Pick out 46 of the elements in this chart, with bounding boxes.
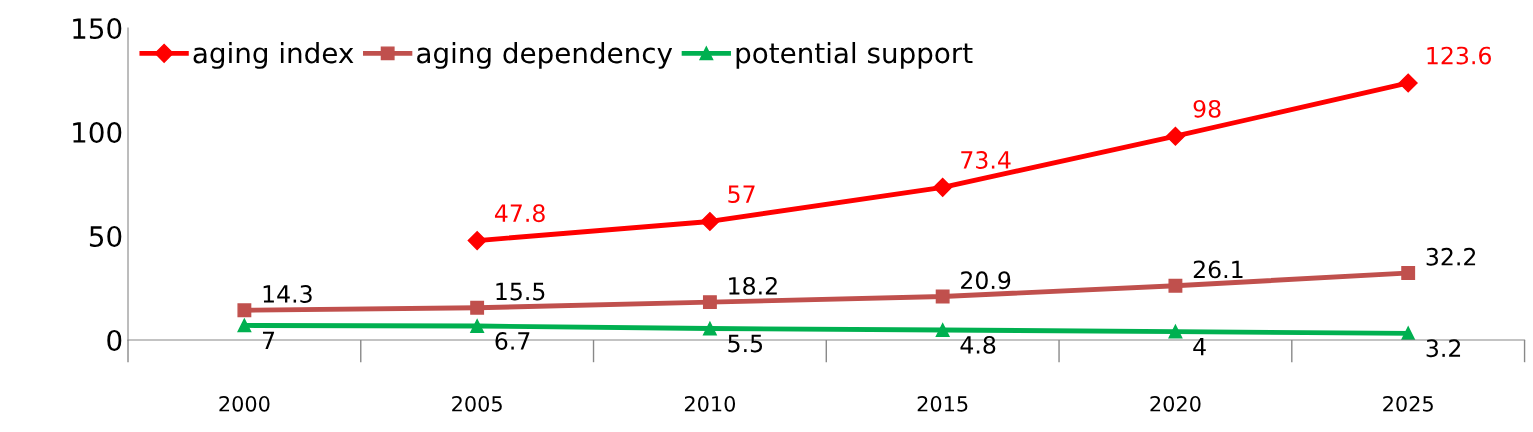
data-label: 123.6	[1427, 46, 1491, 65]
point	[237, 303, 252, 318]
point	[1165, 126, 1185, 146]
point	[933, 177, 953, 197]
data-label: 7	[262, 331, 275, 349]
data-label: 4.8	[960, 335, 996, 354]
point	[1401, 266, 1416, 280]
x-tick-label: 2015	[917, 395, 968, 412]
point	[700, 211, 720, 231]
point	[702, 295, 717, 310]
point	[935, 289, 950, 304]
legend-label: aging dependency	[417, 41, 673, 69]
point	[467, 231, 487, 251]
point	[1168, 324, 1183, 339]
x-tick-label: 2020	[1150, 395, 1201, 412]
point	[702, 321, 717, 336]
legend-label: potential support	[736, 41, 973, 69]
point	[470, 319, 485, 333]
data-label: 47.8	[494, 204, 545, 223]
point	[1398, 73, 1418, 93]
data-label: 32.2	[1426, 247, 1476, 266]
y-tick-label: 50	[89, 225, 122, 247]
x-tick-label: 2010	[684, 395, 736, 412]
point	[935, 323, 950, 337]
data-label: 3.2	[1426, 339, 1461, 358]
y-tick-label: 0	[107, 329, 122, 351]
x-tick-label: 2005	[452, 395, 502, 412]
data-label: 4	[1193, 337, 1206, 356]
data-label: 15.5	[496, 282, 545, 301]
data-label: 98	[1193, 99, 1221, 118]
data-label: 20.9	[961, 271, 1011, 290]
data-label: 57	[728, 185, 755, 203]
data-label: 14.3	[263, 285, 312, 303]
point	[237, 318, 252, 333]
data-label: 18.2	[729, 276, 777, 295]
data-label: 6.7	[495, 332, 530, 350]
data-label: 5.5	[728, 334, 763, 353]
point	[470, 300, 485, 315]
y-tick-label: 100	[73, 121, 122, 143]
data-label: 26.1	[1193, 260, 1243, 279]
x-tick-label: 2000	[219, 395, 270, 412]
y-tick-label: 150	[73, 18, 122, 40]
point	[1168, 278, 1183, 293]
data-label: 73.4	[961, 151, 1011, 169]
legend-label: aging index	[193, 41, 354, 69]
x-tick-label: 2025	[1383, 395, 1433, 412]
